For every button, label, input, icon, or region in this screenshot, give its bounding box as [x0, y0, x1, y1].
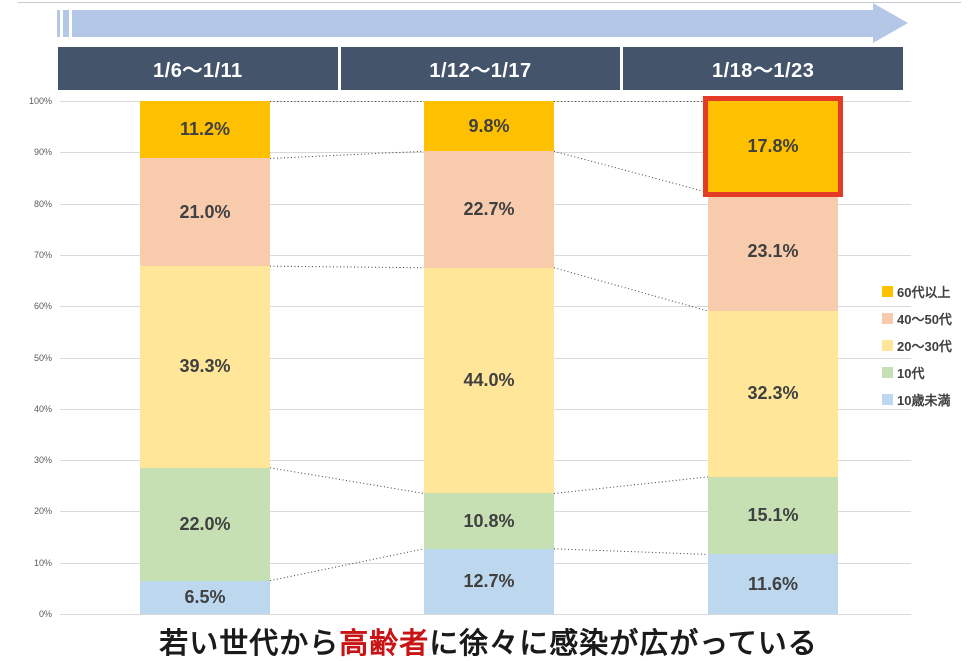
connector-line — [553, 548, 709, 555]
segment-data-label: 22.7% — [463, 198, 515, 219]
legend-item-10歳未満: 10歳未満 — [882, 392, 952, 408]
segment-data-label: 15.1% — [747, 505, 799, 526]
bar-segment-1-10歳未満: 6.5% — [140, 580, 270, 614]
bar-segment-1-60代以上: 11.2% — [140, 101, 270, 159]
y-axis-tick-label-40: 40% — [33, 403, 52, 414]
segment-data-label: 22.0% — [179, 513, 231, 534]
bar-segment-2-20〜30代: 44.0% — [424, 267, 554, 494]
segment-data-label: 12.7% — [463, 570, 515, 591]
bar-segment-2-10歳未満: 12.7% — [424, 548, 554, 614]
legend-label: 20〜30代 — [897, 338, 952, 354]
segment-data-label: 44.0% — [463, 370, 515, 391]
caption-suffix: に徐々に感染が広がっている — [429, 628, 818, 660]
segment-data-label: 11.2% — [179, 119, 231, 140]
legend-label: 60代以上 — [897, 284, 951, 300]
connector-line — [269, 265, 425, 269]
bar-segment-3-10歳未満: 11.6% — [708, 554, 838, 614]
segment-data-label: 39.3% — [179, 356, 231, 377]
y-axis-tick-label-10: 10% — [33, 557, 52, 568]
plot-area: 11.2% 21.0% 39.3% 22.0% 6.5% 9.8% 22.7% 44.0% 10… — [60, 96, 911, 615]
connector-line — [553, 150, 709, 193]
legend-swatch-icon — [882, 366, 893, 378]
connector-line — [269, 467, 425, 494]
bar-segment-3-10代: 15.1% — [708, 476, 838, 555]
top-border-line — [18, 2, 961, 3]
y-axis-tick-label-70: 70% — [33, 249, 52, 260]
y-axis-tick-label-30: 30% — [33, 455, 52, 466]
timeline-arrow-head-icon — [873, 3, 908, 43]
y-axis-tick-label-50: 50% — [33, 352, 52, 363]
y-axis-tick-label-80: 80% — [33, 198, 52, 209]
highlight-box — [703, 96, 843, 198]
segment-data-label: 17.8% — [747, 136, 799, 157]
legend-swatch-icon — [882, 312, 893, 324]
bar-column-1: 11.2% 21.0% 39.3% 22.0% 6.5% — [140, 101, 270, 614]
y-axis-tick-label-20: 20% — [33, 506, 52, 517]
timeline-arrow-body — [72, 10, 873, 37]
bar-segment-2-60代以上: 9.8% — [424, 101, 554, 152]
bar-segment-1-10代: 22.0% — [140, 467, 270, 581]
legend-swatch-icon — [882, 339, 893, 351]
legend-item-10代: 10代 — [882, 365, 952, 381]
period-header-2: 1/12〜1/17 — [340, 47, 621, 90]
timeline-arrow-stripe-2 — [63, 10, 69, 37]
legend-item-60代以上: 60代以上 — [882, 284, 952, 300]
bar-segment-3-20〜30代: 32.3% — [708, 311, 838, 477]
segment-data-label: 11.6% — [747, 573, 799, 594]
segment-data-label: 6.5% — [184, 586, 226, 607]
legend-swatch-icon — [882, 393, 893, 405]
caption-highlight: 高齢者 — [339, 628, 430, 660]
bar-segment-2-40〜50代: 22.7% — [424, 151, 554, 268]
connector-line — [269, 548, 425, 582]
bar-segment-1-40〜50代: 21.0% — [140, 158, 270, 267]
connector-line — [553, 267, 709, 312]
period-header-band: 1/6〜1/11 1/12〜1/17 1/18〜1/23 — [58, 47, 904, 90]
gridline-0 — [60, 614, 911, 615]
bar-segment-3-40〜50代: 23.1% — [708, 192, 838, 311]
legend: 60代以上 40〜50代 20〜30代 10代 10歳未満 — [882, 284, 952, 419]
y-axis-tick-label-0: 0% — [38, 609, 52, 619]
legend-swatch-icon — [882, 285, 893, 297]
y-axis-tick-label-100: 100% — [28, 96, 52, 106]
caption-text: 若い世代から高齢者に徐々に感染が広がっている — [0, 620, 977, 661]
segment-data-label: 10.8% — [463, 510, 515, 531]
legend-item-40〜50代: 40〜50代 — [882, 311, 952, 327]
y-axis-tick-label-60: 60% — [33, 301, 52, 312]
connector-lines-svg — [269, 101, 709, 582]
legend-label: 40〜50代 — [897, 311, 952, 327]
timeline-arrow-stripe-1 — [57, 10, 60, 37]
bar-segment-1-20〜30代: 39.3% — [140, 266, 270, 468]
connector-line — [269, 150, 425, 159]
legend-item-20〜30代: 20〜30代 — [882, 338, 952, 354]
segment-data-label: 32.3% — [747, 383, 799, 404]
segment-data-label: 9.8% — [468, 115, 510, 136]
y-axis-tick-label-90: 90% — [33, 147, 52, 158]
legend-label: 10歳未満 — [897, 392, 951, 408]
segment-data-label: 23.1% — [747, 241, 799, 262]
caption-prefix: 若い世代から — [159, 628, 340, 660]
bar-segment-3-60代以上: 17.8% — [708, 101, 838, 193]
legend-label: 10代 — [897, 365, 925, 381]
bar-column-2: 9.8% 22.7% 44.0% 10.8% 12.7% — [424, 101, 554, 614]
bar-column-3: 17.8% 23.1% 32.3% 15.1% 11.6% — [708, 101, 838, 614]
period-header-3: 1/18〜1/23 — [623, 47, 904, 90]
bar-segment-2-10代: 10.8% — [424, 493, 554, 549]
segment-data-label: 21.0% — [179, 201, 231, 222]
connector-line — [553, 476, 709, 494]
period-header-1: 1/6〜1/11 — [58, 47, 338, 90]
